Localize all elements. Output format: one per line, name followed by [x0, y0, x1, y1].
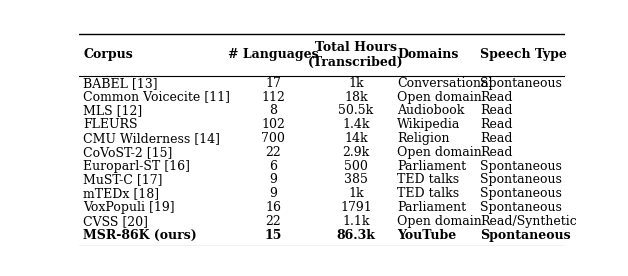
Text: Spontaneous: Spontaneous — [480, 174, 562, 187]
Text: 6: 6 — [269, 160, 277, 173]
Text: Read: Read — [480, 118, 512, 131]
Text: 1.1k: 1.1k — [342, 215, 370, 228]
Text: CMU Wilderness [14]: CMU Wilderness [14] — [84, 132, 220, 145]
Text: CoVoST-2 [15]: CoVoST-2 [15] — [84, 146, 173, 159]
Text: Read: Read — [480, 104, 512, 117]
Text: 102: 102 — [261, 118, 285, 131]
Text: MuST-C [17]: MuST-C [17] — [84, 174, 163, 187]
Text: Total Hours
(Transcribed): Total Hours (Transcribed) — [308, 41, 404, 69]
Text: 14k: 14k — [344, 132, 368, 145]
Text: Audiobook: Audiobook — [398, 104, 465, 117]
Text: FLEURS: FLEURS — [84, 118, 138, 131]
Text: 500: 500 — [344, 160, 368, 173]
Text: Spontaneous: Spontaneous — [480, 187, 562, 200]
Text: 16: 16 — [265, 201, 281, 214]
Text: Europarl-ST [16]: Europarl-ST [16] — [84, 160, 190, 173]
Text: 1k: 1k — [348, 187, 364, 200]
Text: 8: 8 — [269, 104, 277, 117]
Text: 17: 17 — [265, 77, 281, 90]
Text: 112: 112 — [261, 91, 285, 104]
Text: TED talks: TED talks — [398, 187, 460, 200]
Text: Corpus: Corpus — [84, 48, 133, 61]
Text: 22: 22 — [265, 146, 281, 159]
Text: mTEDx [18]: mTEDx [18] — [84, 187, 160, 200]
Text: Conversational: Conversational — [398, 77, 493, 90]
Text: CVSS [20]: CVSS [20] — [84, 215, 148, 228]
Text: 86.3k: 86.3k — [337, 229, 376, 242]
Text: 385: 385 — [344, 174, 368, 187]
Text: Speech Type: Speech Type — [480, 48, 567, 61]
Text: Parliament: Parliament — [398, 160, 467, 173]
Text: MLS [12]: MLS [12] — [84, 104, 143, 117]
Text: Religion: Religion — [398, 132, 450, 145]
Text: YouTube: YouTube — [398, 229, 457, 242]
Text: MSR-86K (ours): MSR-86K (ours) — [84, 229, 197, 242]
Text: 15: 15 — [264, 229, 282, 242]
Text: Wikipedia: Wikipedia — [398, 118, 461, 131]
Text: Read: Read — [480, 146, 512, 159]
Text: 18k: 18k — [344, 91, 368, 104]
Text: 1k: 1k — [348, 77, 364, 90]
Text: VoxPopuli [19]: VoxPopuli [19] — [84, 201, 175, 214]
Text: Read: Read — [480, 91, 512, 104]
Text: Spontaneous: Spontaneous — [480, 160, 562, 173]
Text: 2.9k: 2.9k — [342, 146, 369, 159]
Text: Open domain: Open domain — [398, 146, 482, 159]
Text: 1791: 1791 — [340, 201, 372, 214]
Text: 700: 700 — [261, 132, 285, 145]
Text: Read/Synthetic: Read/Synthetic — [480, 215, 577, 228]
Text: BABEL [13]: BABEL [13] — [84, 77, 158, 90]
Text: Spontaneous: Spontaneous — [480, 201, 562, 214]
Text: Open domain: Open domain — [398, 215, 482, 228]
Text: Open domain: Open domain — [398, 91, 482, 104]
Text: 1.4k: 1.4k — [342, 118, 370, 131]
Text: Domains: Domains — [398, 48, 458, 61]
Text: # Languages: # Languages — [228, 48, 318, 61]
Text: 50.5k: 50.5k — [338, 104, 374, 117]
Text: 9: 9 — [269, 174, 277, 187]
Text: Spontaneous: Spontaneous — [480, 77, 562, 90]
Text: 9: 9 — [269, 187, 277, 200]
Text: Common Voicecite [11]: Common Voicecite [11] — [84, 91, 230, 104]
Text: 22: 22 — [265, 215, 281, 228]
Text: Read: Read — [480, 132, 512, 145]
Text: Parliament: Parliament — [398, 201, 467, 214]
Text: TED talks: TED talks — [398, 174, 460, 187]
Text: Spontaneous: Spontaneous — [480, 229, 571, 242]
